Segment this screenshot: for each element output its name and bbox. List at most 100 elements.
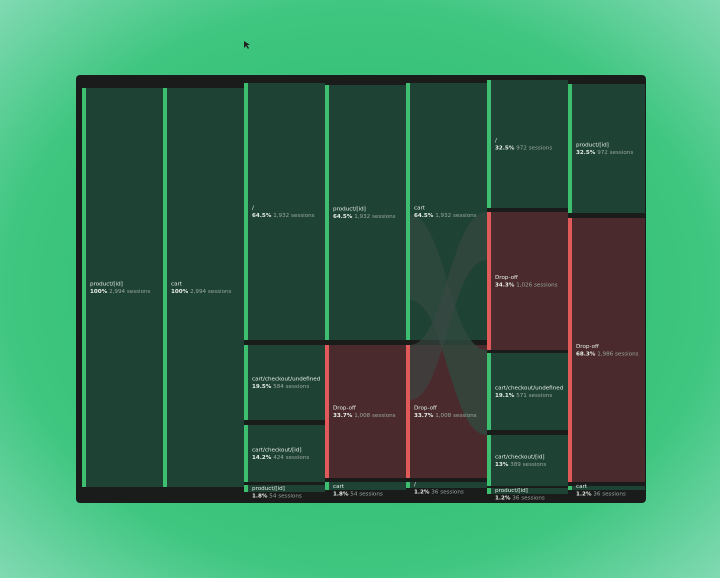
node-bar	[325, 345, 329, 478]
node-bar	[487, 488, 491, 494]
node-percent: 1.2%	[576, 491, 592, 497]
node-name: cart/checkout/undefined	[252, 377, 321, 383]
node-sessions: 1,932 sessions	[354, 214, 395, 220]
flow	[491, 435, 568, 486]
drop-off-area	[572, 218, 645, 482]
node-name: Drop-off	[333, 406, 356, 412]
node-percent: 34.3%	[495, 282, 515, 288]
node-sessions: 1,932 sessions	[435, 213, 476, 219]
flow	[248, 83, 325, 340]
node-bar	[487, 80, 491, 208]
node-name: product/[id]	[495, 488, 528, 494]
node-stats: 1.2% 36 sessions	[414, 489, 464, 495]
node-sessions: 571 sessions	[516, 393, 552, 399]
node-name: /	[414, 482, 416, 488]
node-name: product/[id]	[333, 207, 366, 213]
nodes: product/[id] 100% 2,994 sessions cart 100% …	[82, 80, 639, 501]
node-stats: 14.2% 424 sessions	[252, 455, 309, 461]
flow	[248, 485, 325, 492]
node-sessions: 1,932 sessions	[273, 213, 314, 219]
node-stats: 13% 389 sessions	[495, 462, 546, 468]
node-stats: 64.5% 1,932 sessions	[252, 213, 315, 219]
node-percent: 13%	[495, 462, 509, 468]
flow	[167, 88, 244, 487]
node-stats: 1.8% 54 sessions	[252, 493, 302, 499]
node-sessions: 389 sessions	[510, 462, 546, 468]
node-percent: 64.5%	[414, 213, 434, 219]
node-sessions: 36 sessions	[593, 491, 626, 497]
node-percent: 14.2%	[252, 455, 272, 461]
flow	[329, 85, 406, 340]
node-percent: 1.8%	[333, 491, 349, 497]
node-bar	[487, 212, 491, 350]
node-sessions: 36 sessions	[512, 495, 545, 501]
node-name: Drop-off	[495, 275, 518, 281]
node-stats: 68.3% 1,986 sessions	[576, 351, 639, 357]
node-percent: 100%	[90, 289, 108, 295]
node-stats: 1.8% 54 sessions	[333, 491, 383, 497]
node-name: cart	[576, 484, 588, 490]
node-bar	[406, 482, 410, 488]
node-name: cart	[171, 282, 183, 288]
flow	[491, 80, 568, 208]
node-bar	[244, 83, 248, 340]
node-name: product/[id]	[576, 143, 609, 149]
drop-off-area	[491, 212, 568, 350]
flow	[248, 425, 325, 482]
node-bar	[244, 485, 248, 492]
node-percent: 1.2%	[414, 489, 430, 495]
node-bar	[568, 218, 572, 482]
flow	[248, 345, 325, 420]
node-sessions: 2,994 sessions	[190, 289, 231, 295]
node-percent: 32.5%	[576, 150, 596, 156]
node-name: /	[252, 206, 254, 212]
flow	[86, 88, 163, 487]
node-name: product/[id]	[252, 486, 285, 492]
node-sessions: 972 sessions	[516, 145, 552, 151]
flow	[410, 482, 487, 488]
cross-flow	[410, 212, 487, 400]
node-percent: 32.5%	[495, 145, 515, 151]
flow	[572, 84, 645, 213]
node-stats: 33.7% 1,008 sessions	[414, 413, 477, 419]
node-stats: 100% 2,994 sessions	[90, 289, 151, 295]
node-percent: 19.5%	[252, 384, 272, 390]
node-sessions: 1,986 sessions	[597, 351, 638, 357]
node-percent: 68.3%	[576, 351, 596, 357]
node-bar	[163, 88, 167, 487]
node-sessions: 584 sessions	[273, 384, 309, 390]
node-stats: 1.2% 36 sessions	[495, 495, 545, 501]
node-sessions: 54 sessions	[350, 491, 383, 497]
node-bar	[325, 482, 329, 490]
node-bar	[82, 88, 86, 487]
node-name: Drop-off	[576, 344, 599, 350]
flow	[491, 353, 568, 430]
node-bar	[406, 345, 410, 478]
node-bar	[568, 84, 572, 213]
node-bar	[244, 345, 248, 420]
node-percent: 64.5%	[252, 213, 272, 219]
node-stats: 32.5% 972 sessions	[576, 150, 633, 156]
node-stats: 64.5% 1,932 sessions	[333, 214, 396, 220]
node-sessions: 1,026 sessions	[516, 282, 557, 288]
node-percent: 1.8%	[252, 493, 268, 499]
node-name: cart	[414, 206, 426, 212]
node-sessions: 1,008 sessions	[435, 413, 476, 419]
node-name: cart/checkout/[id]	[252, 448, 302, 454]
node-sessions: 1,008 sessions	[354, 413, 395, 419]
flow	[329, 482, 406, 490]
flow	[572, 486, 645, 490]
node-name: cart/checkout/undefined	[495, 386, 564, 392]
node-stats: 34.3% 1,026 sessions	[495, 282, 558, 288]
node-stats: 32.5% 972 sessions	[495, 145, 552, 151]
node-bar	[487, 353, 491, 430]
node-sessions: 36 sessions	[431, 489, 464, 495]
cursor	[244, 41, 250, 49]
flow	[491, 488, 568, 494]
node-stats: 1.2% 36 sessions	[576, 491, 626, 497]
drop-off-area	[329, 345, 406, 478]
node-bar	[244, 425, 248, 482]
node-percent: 64.5%	[333, 214, 353, 220]
node-sessions: 2,994 sessions	[109, 289, 150, 295]
